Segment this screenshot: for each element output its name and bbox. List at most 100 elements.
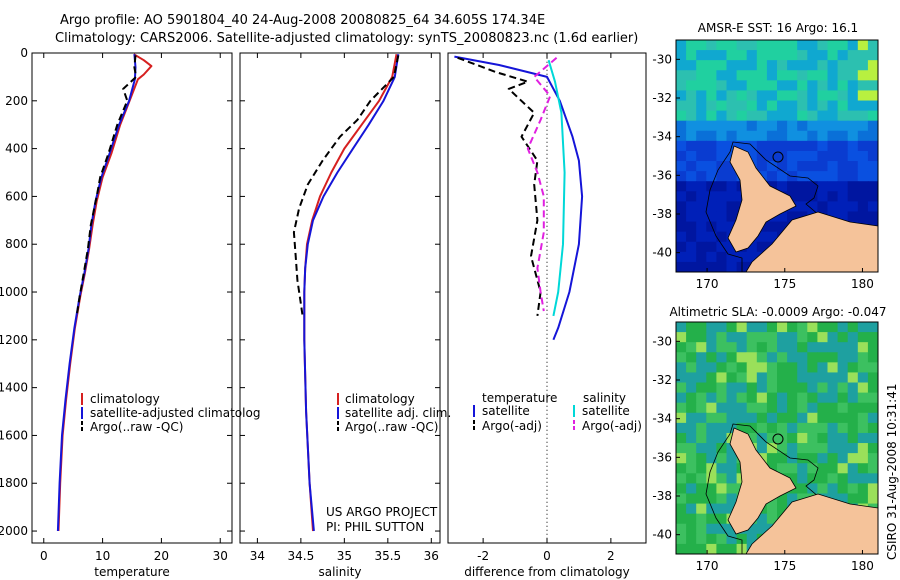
- map-cell: [756, 342, 768, 353]
- map-cell: [716, 382, 728, 394]
- map-cell: [807, 342, 818, 353]
- y-tick-label: 1400: [0, 381, 28, 395]
- map-y-tick-label: -40: [652, 246, 672, 260]
- map-cell: [857, 201, 869, 213]
- map-cell: [696, 422, 707, 434]
- shelf-contour: [705, 141, 878, 272]
- map-cell: [676, 342, 687, 353]
- map-cell: [726, 453, 738, 464]
- map-cell: [827, 181, 839, 192]
- map-cell: [807, 432, 818, 444]
- map-cell: [686, 352, 697, 363]
- legend-label: climatology: [90, 392, 160, 406]
- map-cell: [756, 523, 768, 535]
- map-cell: [696, 493, 707, 505]
- map-cell: [676, 402, 687, 414]
- map-cell: [686, 493, 697, 505]
- map-cell: [817, 443, 829, 454]
- map-cell: [766, 150, 778, 162]
- map-cell: [676, 181, 687, 192]
- map-cell: [756, 332, 768, 343]
- map-cell: [696, 443, 707, 454]
- map-cell: [716, 402, 728, 414]
- map-cell: [847, 402, 859, 414]
- map-cell: [787, 90, 798, 102]
- map-cell: [706, 543, 717, 554]
- map-cell: [847, 150, 859, 162]
- map-cell: [726, 261, 738, 272]
- x-tick-label: 20: [154, 549, 169, 563]
- map-cell: [807, 402, 818, 414]
- map-cell: [696, 100, 707, 112]
- map-cell: [706, 261, 717, 272]
- map-cell: [766, 382, 778, 394]
- sst-map: [676, 40, 878, 272]
- map-cell: [766, 231, 778, 243]
- map-cell: [807, 483, 818, 495]
- map-cell: [706, 231, 717, 243]
- map-cell: [746, 523, 758, 535]
- map-cell: [817, 50, 829, 61]
- series-line: [547, 59, 566, 317]
- map-cell: [726, 171, 738, 182]
- map-cell: [827, 120, 839, 132]
- map-cell: [867, 181, 878, 192]
- map-x-tick-label: 175: [773, 277, 796, 291]
- map-cell: [817, 362, 829, 374]
- map-cell: [756, 362, 768, 374]
- map-cell: [787, 150, 798, 162]
- map-cell: [867, 90, 878, 102]
- map-cell: [827, 422, 839, 434]
- map-cell: [706, 171, 717, 182]
- y-tick-label: 2000: [0, 524, 28, 538]
- map-cell: [726, 392, 738, 404]
- map-cell: [807, 60, 818, 71]
- map-cell: [847, 100, 859, 112]
- map-cell: [857, 110, 869, 122]
- map-cell: [827, 483, 839, 495]
- map-cell: [726, 110, 738, 122]
- map-cell: [696, 171, 707, 182]
- plot-frame: [31, 52, 233, 544]
- map-cell: [847, 473, 859, 484]
- map-cell: [736, 342, 748, 353]
- map-cell: [726, 382, 738, 394]
- map-cell: [746, 352, 758, 363]
- map-cell: [686, 60, 697, 71]
- map-cell: [827, 372, 839, 384]
- map-cell: [777, 181, 788, 192]
- map-cell: [867, 201, 878, 213]
- map-cell: [847, 171, 859, 182]
- map-cell: [797, 422, 808, 434]
- map-cell: [787, 60, 798, 71]
- map-cell: [706, 352, 717, 363]
- map-cell: [847, 362, 859, 374]
- map-cell: [706, 422, 717, 434]
- map-cell: [827, 332, 839, 343]
- map-cell: [787, 432, 798, 444]
- map-cell: [686, 342, 697, 353]
- map-cell: [777, 453, 788, 464]
- map-y-tick-label: -40: [652, 528, 672, 542]
- map-cell: [797, 432, 808, 444]
- map-cell: [766, 130, 778, 142]
- map-cell: [716, 241, 728, 253]
- map-cell: [807, 362, 818, 374]
- map-cell: [716, 181, 728, 192]
- map-cell: [817, 372, 829, 384]
- map-cell: [706, 523, 717, 535]
- map-cell: [696, 120, 707, 132]
- x-tick-label: 30: [213, 549, 228, 563]
- map-cell: [797, 372, 808, 384]
- map-cell: [827, 140, 839, 152]
- map-cell: [686, 161, 697, 172]
- map-cell: [857, 473, 869, 484]
- map-cell: [696, 503, 707, 515]
- map-cell: [766, 171, 778, 182]
- map-cell: [716, 261, 728, 272]
- map-cell: [867, 463, 878, 474]
- map-cell: [867, 191, 878, 202]
- legend-label: satellite: [482, 404, 530, 418]
- map-cell: [716, 372, 728, 384]
